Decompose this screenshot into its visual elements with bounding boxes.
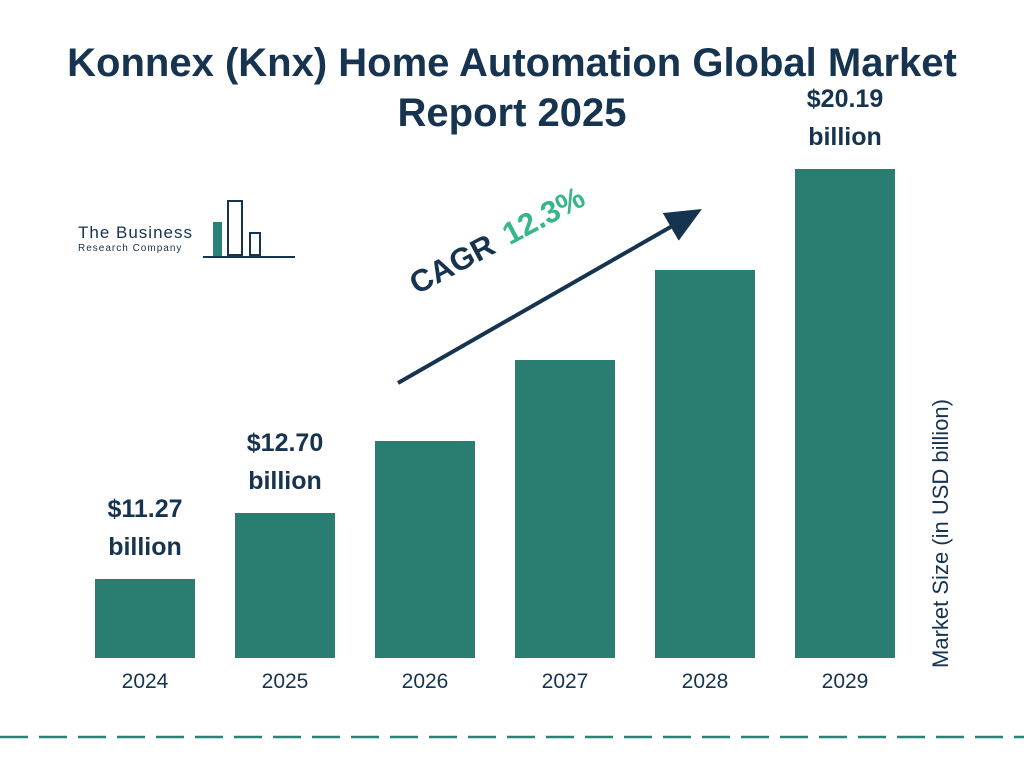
bar — [375, 441, 475, 658]
x-tick-label: 2025 — [261, 670, 309, 693]
company-logo: The Business Research Company — [78, 196, 295, 258]
logo-line2: Research Company — [78, 243, 183, 254]
bar — [655, 270, 755, 658]
logo-bar-navy — [249, 232, 261, 256]
value-amount: $12.70 — [246, 428, 324, 457]
bar-group: 2028 — [655, 270, 755, 696]
value-label: $20.19 billion — [807, 80, 883, 158]
logo-bar-green — [213, 222, 222, 256]
value-unit: billion — [248, 467, 322, 496]
bottom-dashed-divider — [0, 735, 1024, 739]
bar-group: $12.70 billion 2025 — [235, 424, 335, 697]
logo-bar-outline — [227, 200, 243, 256]
bar — [795, 169, 895, 658]
bar-group: $11.27 billion 2024 — [95, 490, 195, 697]
value-label: $11.27 billion — [107, 490, 182, 568]
x-tick-label: 2029 — [821, 670, 869, 693]
logo-line1: The Business — [78, 223, 193, 242]
bar — [235, 513, 335, 658]
value-label: $12.70 billion — [247, 424, 323, 502]
bar-chart: $11.27 billion 2024 $12.70 billion 2025 … — [95, 80, 895, 697]
value-amount: $20.19 — [806, 84, 884, 113]
bar — [95, 579, 195, 658]
bar — [515, 360, 615, 658]
x-tick-label: 2028 — [681, 670, 729, 693]
logo-bars-icon — [203, 196, 295, 258]
value-unit: billion — [808, 123, 882, 152]
bar-group: $20.19 billion 2029 — [795, 80, 895, 697]
value-amount: $11.27 — [107, 494, 183, 523]
logo-text: The Business Research Company — [78, 223, 193, 258]
x-tick-label: 2024 — [121, 670, 169, 693]
chart-title: Konnex (Knx) Home Automation Global Mark… — [67, 41, 957, 135]
bar-group: 2027 — [515, 360, 615, 696]
bar-group: 2026 — [375, 441, 475, 696]
x-tick-label: 2027 — [541, 670, 589, 693]
value-unit: billion — [108, 533, 182, 562]
y-axis-label: Market Size (in USD billion) — [928, 399, 953, 668]
x-tick-label: 2026 — [401, 670, 449, 693]
